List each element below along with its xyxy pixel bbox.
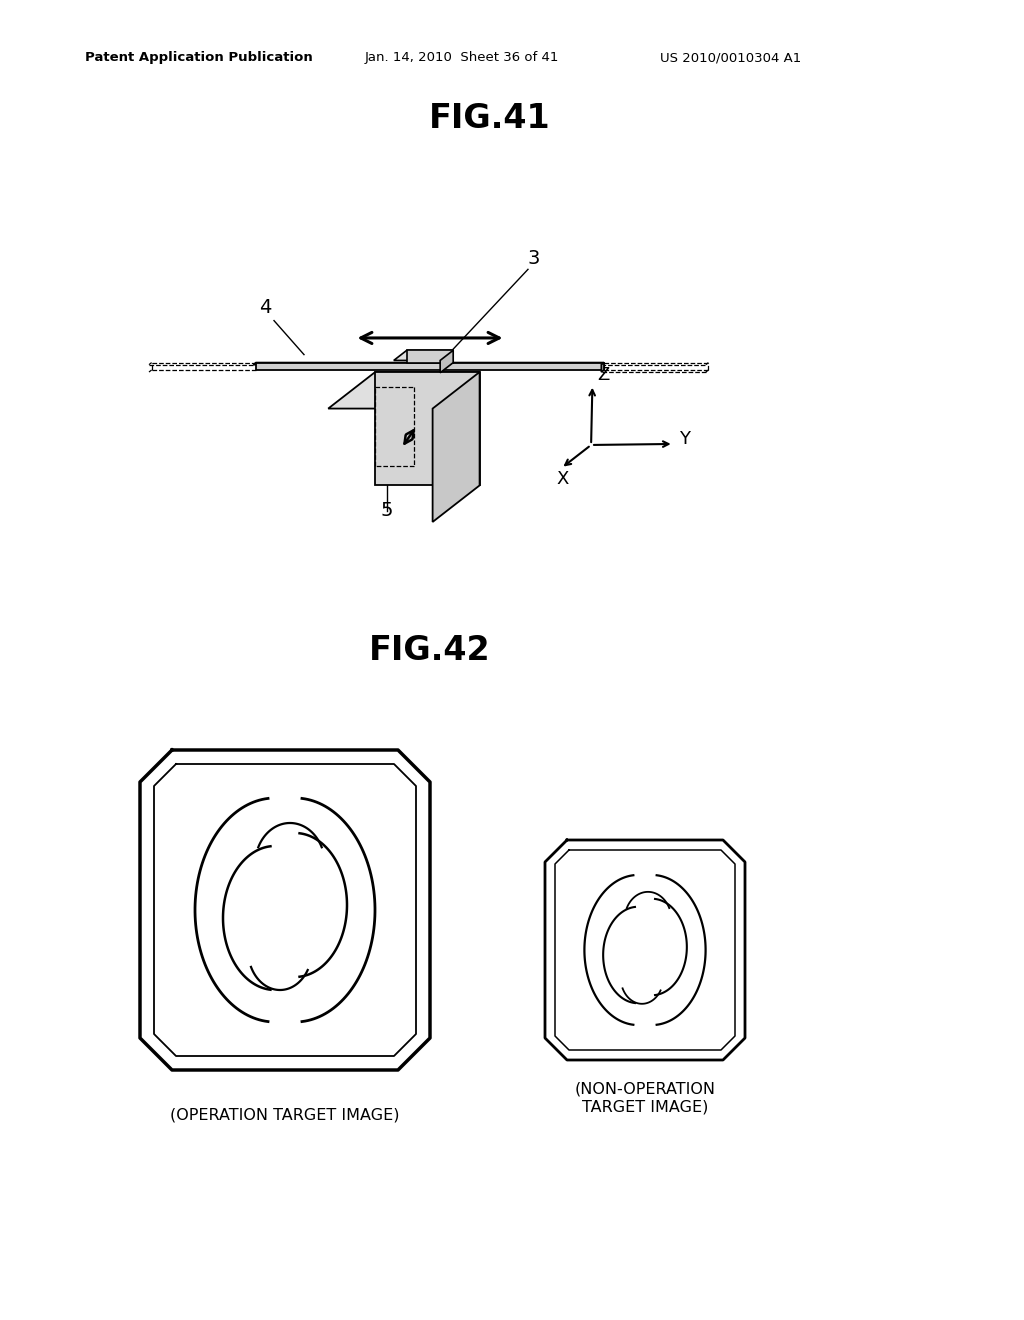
Polygon shape [329, 372, 479, 409]
Polygon shape [140, 750, 430, 1071]
Polygon shape [407, 350, 454, 363]
Polygon shape [432, 372, 479, 521]
Polygon shape [253, 363, 604, 364]
Polygon shape [440, 350, 454, 372]
Text: Patent Application Publication: Patent Application Publication [85, 51, 312, 65]
Text: (NON-OPERATION
TARGET IMAGE): (NON-OPERATION TARGET IMAGE) [574, 1082, 716, 1114]
Text: Z: Z [597, 366, 609, 384]
Polygon shape [555, 850, 735, 1049]
Text: FIG.42: FIG.42 [370, 634, 490, 667]
Polygon shape [545, 840, 745, 1060]
Text: X: X [556, 470, 568, 488]
Polygon shape [375, 372, 479, 486]
Text: (OPERATION TARGET IMAGE): (OPERATION TARGET IMAGE) [170, 1107, 399, 1123]
Text: 3: 3 [528, 249, 541, 268]
Text: Y: Y [679, 430, 689, 447]
Text: 4: 4 [259, 297, 271, 317]
Text: FIG.41: FIG.41 [429, 102, 551, 135]
Text: US 2010/0010304 A1: US 2010/0010304 A1 [660, 51, 801, 65]
Text: Jan. 14, 2010  Sheet 36 of 41: Jan. 14, 2010 Sheet 36 of 41 [365, 51, 559, 65]
Polygon shape [256, 363, 604, 370]
Polygon shape [394, 350, 454, 360]
Text: 5: 5 [380, 500, 392, 520]
Polygon shape [154, 764, 416, 1056]
Polygon shape [601, 363, 604, 372]
